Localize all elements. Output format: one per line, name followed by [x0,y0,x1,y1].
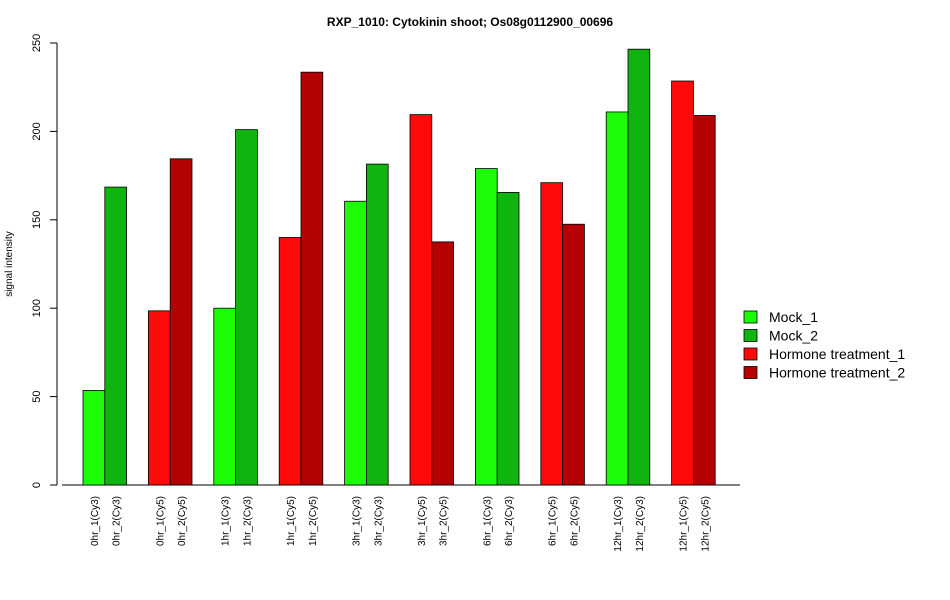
x-tick-label: 3hr_1(Cy5) [417,496,428,546]
bar [278,237,302,486]
y-tick-label: 0 [31,482,43,488]
x-tick-label: 12hr_1(Cy3) [613,496,624,552]
y-tick-label: 250 [31,34,43,52]
x-tick-label: 3hr_2(Cy3) [373,496,384,546]
x-tick-label: 6hr_2(Cy5) [570,496,581,546]
y-tick-label: 50 [31,390,43,402]
bar [605,111,629,486]
x-tick-label: 1hr_1(Cy5) [286,496,297,546]
bar [147,310,171,486]
x-tick-label: 12hr_2(Cy3) [635,496,646,552]
y-axis: 0 50 100 150 200 250 [31,34,58,488]
bar [562,223,585,486]
bar [496,191,520,486]
x-tick-label: 3hr_1(Cy3) [352,496,363,546]
bar [82,390,106,486]
x-tick-label: 3hr_2(Cy5) [439,496,450,546]
x-tick-label: 6hr_1(Cy3) [482,496,493,546]
x-tick-label: 1hr_1(Cy3) [221,496,232,546]
x-tick-label: 12hr_2(Cy5) [700,496,711,552]
x-tick-label: 0hr_1(Cy3) [90,496,101,546]
legend-swatch [743,310,758,324]
x-tick-label: 6hr_1(Cy5) [548,496,559,546]
legend-swatch [743,366,758,379]
legend-swatch [743,329,758,342]
bars [82,48,716,486]
legend-label: Hormone treatment_2 [769,365,905,381]
x-tick-label: 0hr_2(Cy5) [177,496,188,546]
y-axis-label: signal intensity [4,231,15,297]
bar [693,115,716,486]
bar [365,163,389,486]
legend-label: Hormone treatment_1 [769,346,905,362]
bar [627,48,651,486]
bar [474,168,498,486]
y-tick-label: 200 [31,122,43,140]
bar [409,114,433,486]
y-tick-label: 150 [31,211,43,229]
bar [213,307,237,486]
x-tick-label: 1hr_2(Cy3) [243,496,254,546]
x-tick-label: 0hr_1(Cy5) [155,496,166,546]
bar [169,158,193,486]
legend-label: Mock_1 [769,309,818,325]
x-tick-label: 12hr_1(Cy5) [679,496,690,552]
x-tick-label: 6hr_2(Cy3) [504,496,515,546]
bar [300,71,324,486]
legend: Mock_1 Mock_2 Hormone treatment_1 Hormone t… [743,309,905,381]
chart-title: RXP_1010: Cytokinin shoot; Os08g0112900_… [327,15,613,29]
bar [235,129,258,486]
bar [431,241,454,486]
y-tick-label: 100 [31,299,43,317]
bar [671,80,694,486]
bar [540,182,563,486]
legend-label: Mock_2 [769,328,818,344]
x-tick-label: 0hr_2(Cy3) [112,496,123,546]
bar [344,200,367,486]
bar [104,186,128,486]
x-axis: 0hr_1(Cy3) 0hr_2(Cy3) 0hr_1(Cy5) 0hr_2(Cy5)… [62,484,740,552]
legend-swatch [743,347,758,361]
x-tick-label: 1hr_2(Cy5) [308,496,319,546]
